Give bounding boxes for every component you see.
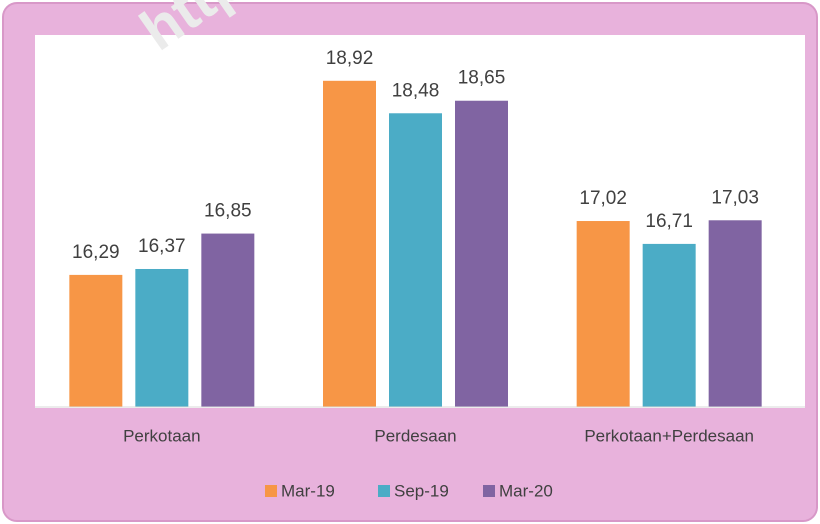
data-label: 16,37 (138, 236, 186, 257)
bar (708, 220, 762, 407)
legend-label: Mar-19 (281, 481, 335, 500)
legend-swatch (483, 485, 495, 497)
x-tick-label: Perkotaan+Perdesaan (584, 426, 754, 445)
data-label: 16,29 (72, 242, 120, 263)
data-label: 18,65 (458, 68, 506, 89)
bar (576, 221, 630, 407)
bar (69, 274, 123, 407)
data-label: 16,71 (645, 211, 693, 232)
data-label: 17,03 (711, 187, 759, 208)
legend-label: Mar-20 (499, 481, 553, 500)
legend-label: Sep-19 (394, 481, 449, 500)
bar (135, 268, 189, 407)
bar (389, 113, 442, 407)
legend-swatch (265, 485, 277, 497)
x-tick-label: Perdesaan (374, 426, 456, 445)
bar (455, 100, 508, 407)
data-label: 18,48 (392, 80, 440, 101)
bar (642, 243, 696, 407)
legend-swatch (378, 485, 390, 497)
bar (323, 80, 376, 407)
bar (201, 233, 255, 407)
x-tick-label: Perkotaan (123, 426, 201, 445)
data-label: 18,92 (326, 48, 374, 69)
data-label: 17,02 (579, 188, 627, 209)
data-label: 16,85 (204, 201, 252, 222)
